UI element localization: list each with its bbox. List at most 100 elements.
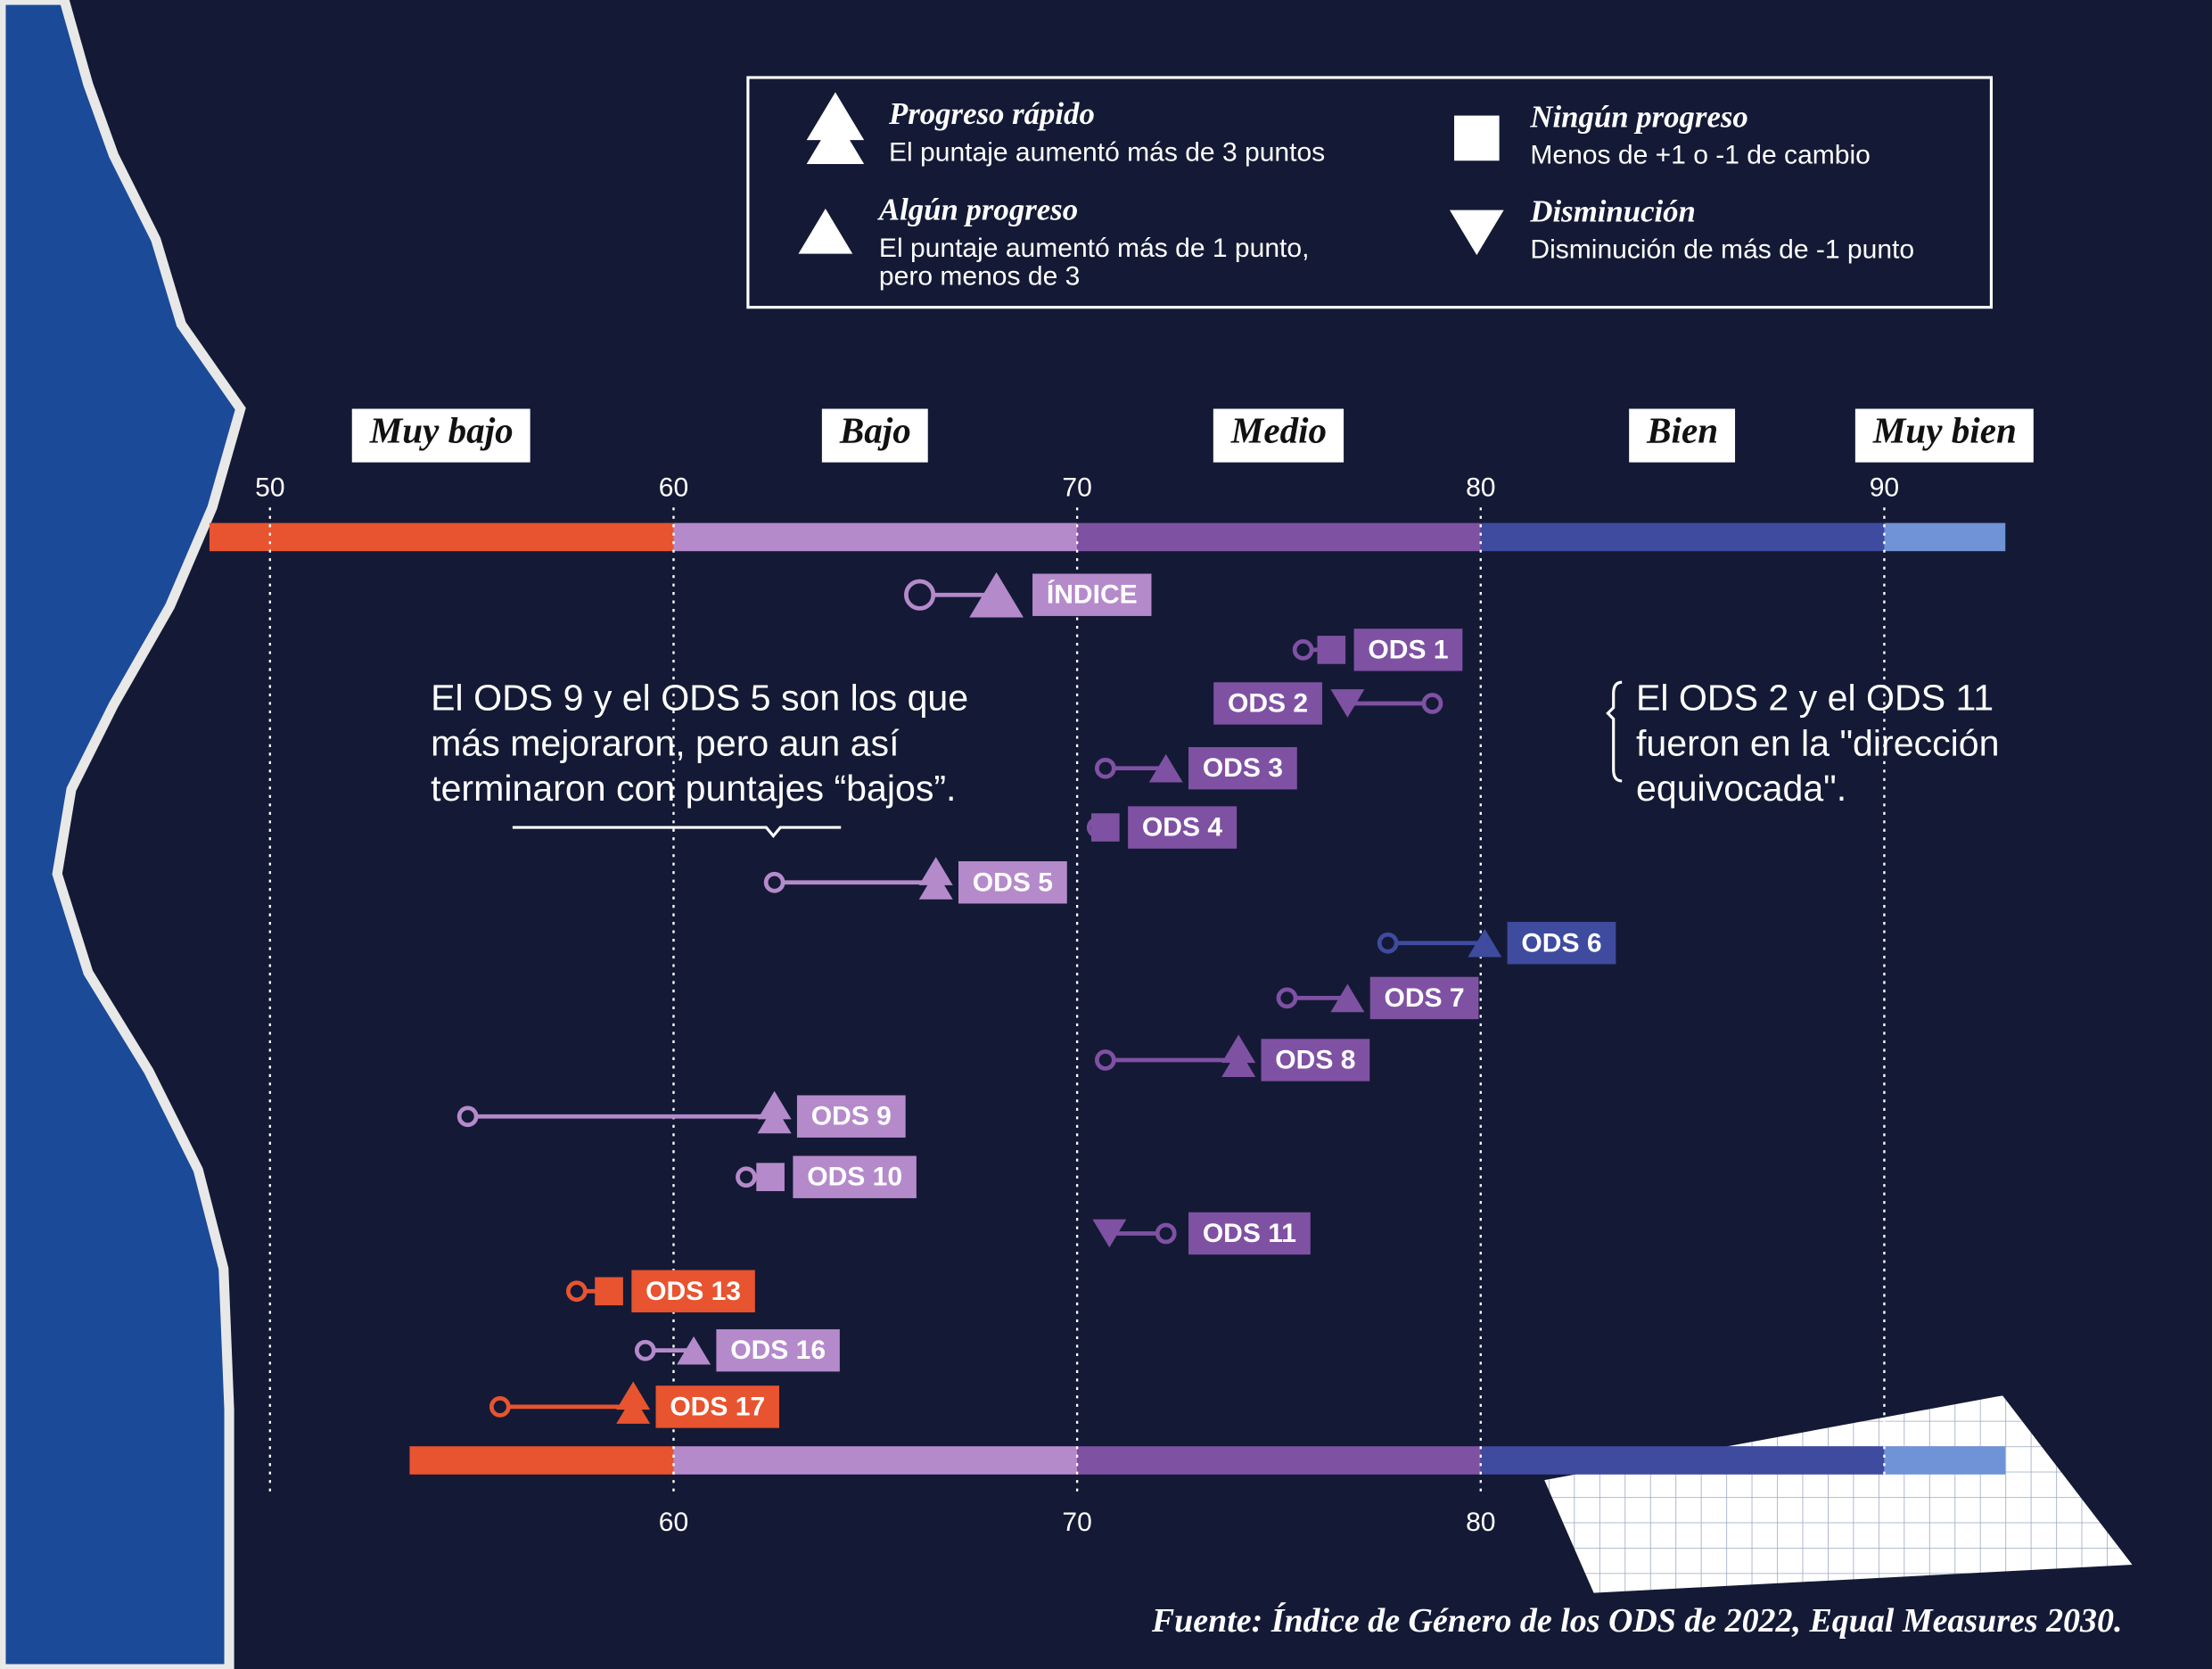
source: Fuente: Índice de Género de los ODS de 2… <box>1151 1602 2123 1640</box>
row-label: ODS 13 <box>646 1277 741 1306</box>
start-point <box>1276 987 1298 1009</box>
start-point <box>634 1339 656 1361</box>
legend-desc: Menos de +1 o -1 de cambio <box>1530 140 1870 169</box>
x-tick-label: 80 <box>1466 473 1495 503</box>
scale-band <box>1077 1446 1481 1475</box>
scale-band <box>409 1446 674 1475</box>
row-label: ÍNDICE <box>1047 580 1138 610</box>
legend-desc: El puntaje aumentó más de 1 punto, <box>879 234 1310 263</box>
row-label-box <box>958 861 1067 904</box>
band-label-box <box>351 408 530 463</box>
end-marker <box>918 857 953 900</box>
band-label: Bajo <box>839 409 911 450</box>
start-point <box>1377 932 1399 954</box>
scale-band <box>209 522 674 552</box>
grid-paper <box>1544 1395 2133 1593</box>
start-point <box>1155 1222 1177 1245</box>
row-label-box <box>1032 573 1152 616</box>
legend-icon <box>1449 210 1504 256</box>
row-label: ODS 17 <box>670 1392 765 1421</box>
row-label-box <box>1369 976 1479 1020</box>
end-marker <box>677 1336 711 1365</box>
end-marker <box>1091 813 1120 842</box>
start-point <box>456 1106 479 1128</box>
x-tick-label: 60 <box>659 473 688 503</box>
start-point <box>1094 757 1116 779</box>
annotation: terminaron con puntajes “bajos”. <box>431 768 956 809</box>
row-label-box <box>1188 746 1297 790</box>
x-tick-label-bottom: 70 <box>1062 1508 1091 1537</box>
annotation: El ODS 9 y el ODS 5 son los que <box>431 678 968 719</box>
x-tick-label: 70 <box>1062 473 1091 503</box>
legend-icon <box>798 209 853 254</box>
row-label-box <box>1128 806 1238 849</box>
band-label-box <box>1213 408 1344 463</box>
row-label-box <box>1261 1039 1370 1081</box>
start-point <box>1292 639 1314 661</box>
x-tick-label-bottom: 60 <box>659 1508 688 1537</box>
x-tick-label-bottom: 80 <box>1466 1508 1495 1537</box>
annotation-underline <box>512 826 842 839</box>
row-label: ODS 11 <box>1203 1219 1296 1248</box>
row-label: ODS 8 <box>1275 1045 1355 1074</box>
chart-layer: Progreso rápido El puntaje aumentó más de… <box>209 92 2123 1640</box>
row-label-box <box>1188 1212 1311 1255</box>
row-label: ODS 3 <box>1203 753 1283 783</box>
row-label-box <box>796 1095 906 1138</box>
annotation-brace <box>1606 680 1623 783</box>
end-marker <box>756 1163 785 1192</box>
row-label: ODS 10 <box>807 1163 902 1192</box>
scale-band <box>673 522 1078 552</box>
start-point <box>489 1396 511 1418</box>
x-tick-label: 50 <box>255 473 284 503</box>
start-point <box>736 1166 757 1188</box>
end-marker <box>1317 636 1346 664</box>
row-label-box <box>655 1385 779 1428</box>
row-label: ODS 2 <box>1228 688 1308 718</box>
legend-title: Ningún progreso <box>1529 99 1747 134</box>
end-marker <box>616 1381 651 1424</box>
start-point <box>904 579 936 611</box>
row-label: ODS 7 <box>1385 983 1465 1013</box>
start-point <box>1421 693 1443 714</box>
row-label-box <box>793 1155 917 1198</box>
row-label-box <box>1507 922 1616 965</box>
legend-title: Progreso rápido <box>888 96 1095 131</box>
end-marker <box>595 1277 623 1306</box>
row-label: ODS 6 <box>1521 928 1601 958</box>
band-label: Bien <box>1646 409 1718 450</box>
band-label: Muy bajo <box>369 409 514 450</box>
band-label: Medio <box>1230 409 1327 450</box>
legend-title: Disminución <box>1529 193 1695 228</box>
annotation: más mejoraron, pero aun así <box>431 722 900 763</box>
end-marker <box>1092 1219 1127 1248</box>
legend-icon <box>1454 115 1500 161</box>
end-marker <box>1330 689 1365 718</box>
band-label-box <box>1629 408 1736 463</box>
legend-desc: pero menos de 3 <box>879 261 1080 291</box>
start-point <box>565 1280 588 1303</box>
annotation: El ODS 2 y el ODS 11 <box>1636 678 1994 719</box>
legend-title: Algún progreso <box>877 193 1078 227</box>
band-label-box <box>1854 408 2034 463</box>
row-label: ODS 16 <box>730 1336 826 1365</box>
scale-band <box>1884 522 2006 552</box>
legend-box <box>746 76 1993 309</box>
row-label: ODS 9 <box>811 1102 892 1131</box>
start-point <box>763 871 785 893</box>
end-marker <box>1330 983 1365 1013</box>
scale-band <box>1480 522 1885 552</box>
torn-paper <box>0 0 246 1669</box>
scale-band <box>1480 1446 1885 1475</box>
end-marker <box>1148 753 1183 783</box>
scale-band <box>673 1446 1078 1475</box>
band-label: Muy bien <box>1872 409 2017 450</box>
row-label: ODS 5 <box>973 867 1053 897</box>
annotation: equivocada". <box>1636 768 1846 809</box>
end-marker <box>1221 1034 1256 1077</box>
row-label-box <box>631 1270 755 1312</box>
row-label: ODS 1 <box>1368 635 1448 664</box>
start-point <box>1094 1049 1116 1071</box>
x-tick-label: 90 <box>1870 473 1899 503</box>
